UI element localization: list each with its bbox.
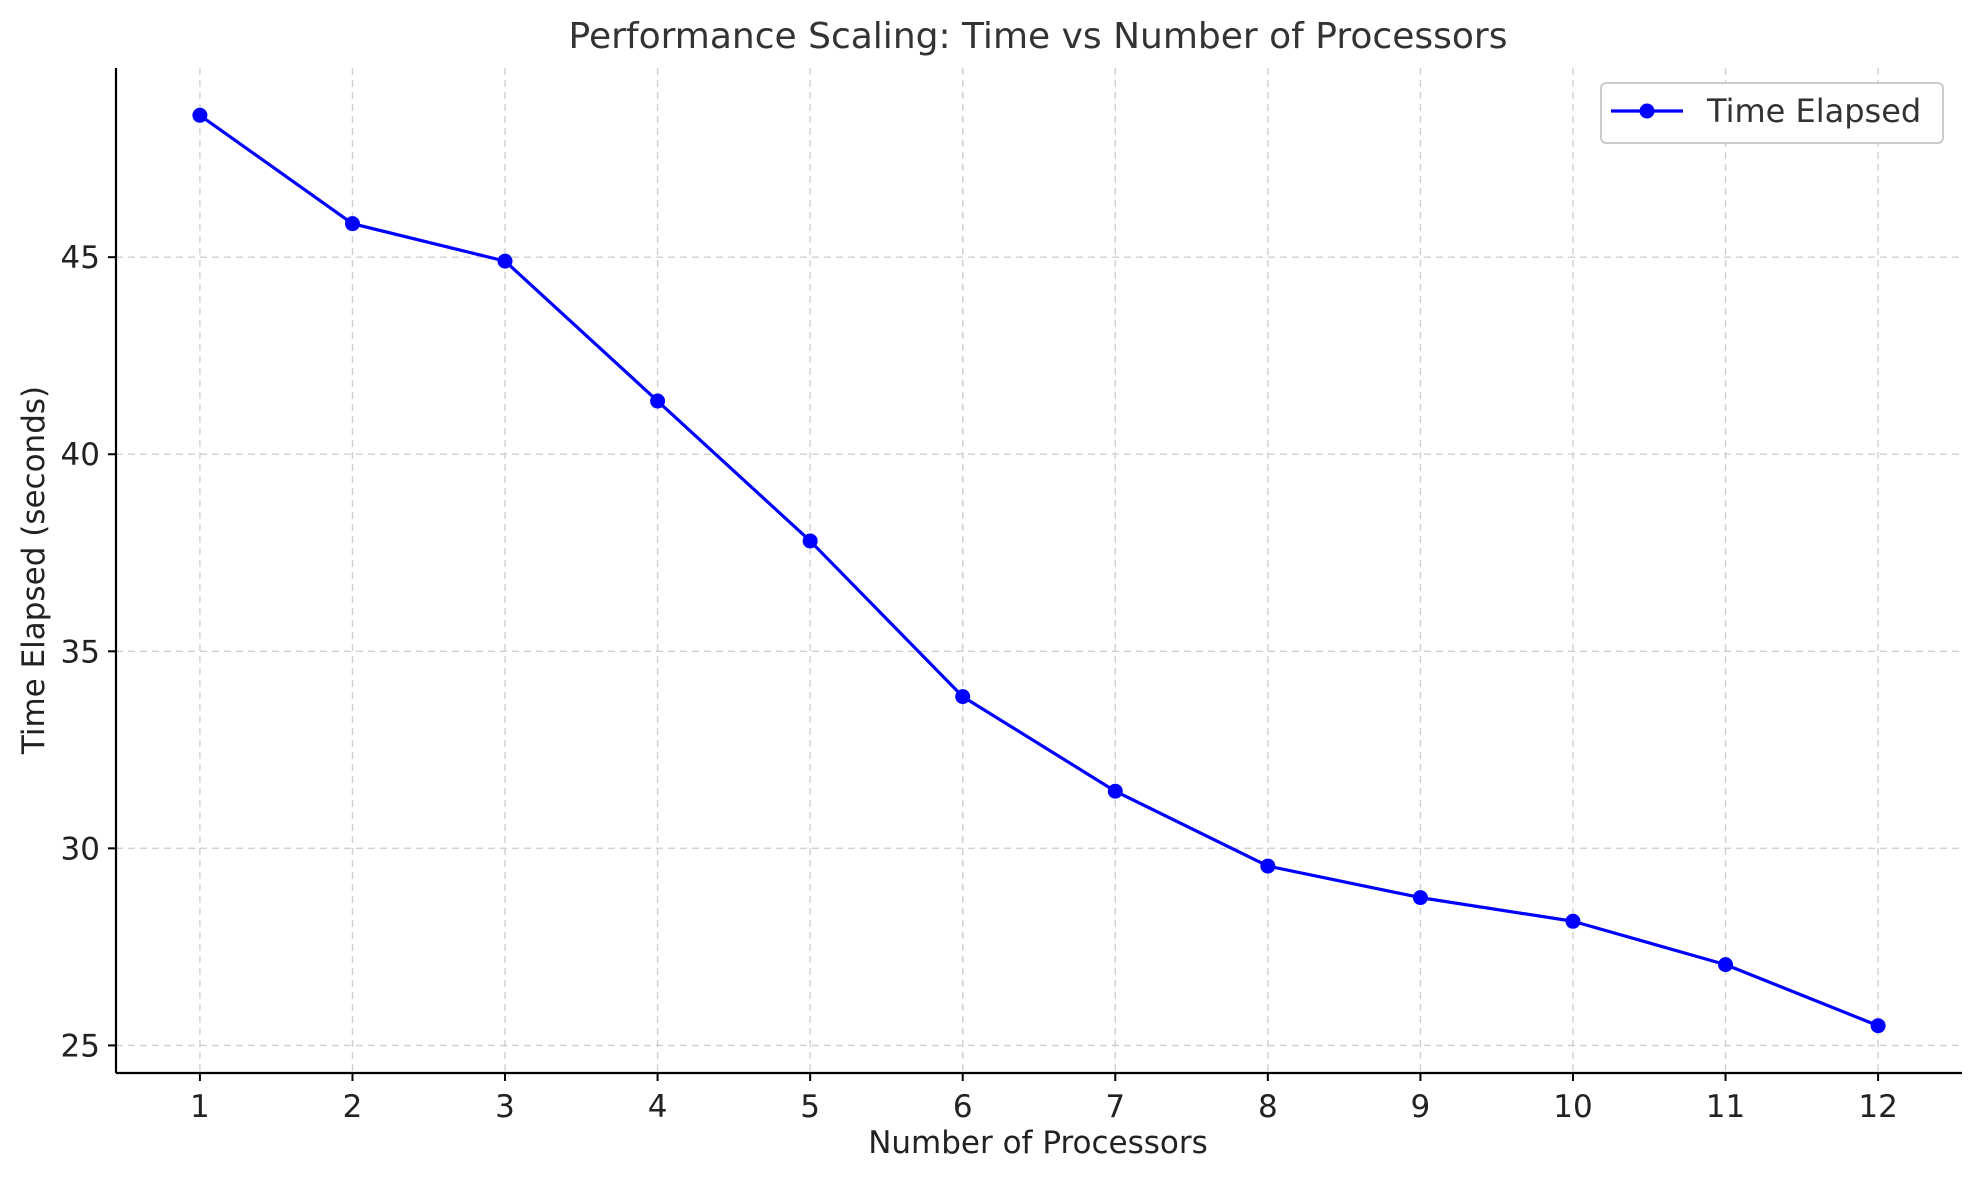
x-tick-label: 6 bbox=[953, 1089, 973, 1125]
data-point bbox=[1718, 957, 1734, 973]
data-point bbox=[344, 216, 360, 232]
x-tick-label: 8 bbox=[1258, 1089, 1278, 1125]
series bbox=[192, 107, 1886, 1034]
x-tick-label: 2 bbox=[343, 1089, 363, 1125]
data-point bbox=[1107, 783, 1123, 799]
x-tick-label: 9 bbox=[1411, 1089, 1431, 1125]
y-tick-label: 25 bbox=[61, 1028, 100, 1064]
legend-marker bbox=[1639, 103, 1655, 119]
x-tick-label: 1 bbox=[190, 1089, 210, 1125]
data-point bbox=[192, 107, 208, 123]
x-tick-label: 12 bbox=[1858, 1089, 1897, 1125]
data-point bbox=[1412, 890, 1428, 906]
x-tick-label: 3 bbox=[495, 1089, 515, 1125]
y-tick-label: 30 bbox=[61, 831, 100, 867]
x-tick-label: 11 bbox=[1706, 1089, 1745, 1125]
y-axis-label: Time Elapsed (seconds) bbox=[16, 386, 52, 755]
x-tick-label: 7 bbox=[1105, 1089, 1125, 1125]
data-point bbox=[650, 393, 666, 409]
data-point bbox=[1565, 913, 1581, 929]
y-tick-label: 35 bbox=[61, 634, 100, 670]
axes bbox=[114, 68, 1962, 1075]
legend-label: Time Elapsed bbox=[1706, 92, 1921, 130]
x-tick-label: 10 bbox=[1553, 1089, 1592, 1125]
y-tick-label: 45 bbox=[61, 240, 100, 276]
data-point bbox=[1260, 858, 1276, 874]
series-line bbox=[198, 113, 1879, 1028]
x-tick-label: 5 bbox=[800, 1089, 820, 1125]
grid bbox=[116, 68, 1962, 1073]
data-point bbox=[955, 689, 971, 705]
x-tick-label: 4 bbox=[648, 1089, 668, 1125]
data-point bbox=[802, 533, 818, 549]
x-axis-label: Number of Processors bbox=[868, 1125, 1208, 1161]
chart-title: Performance Scaling: Time vs Number of P… bbox=[569, 16, 1508, 57]
legend-box bbox=[1600, 82, 1944, 144]
y-tick-label: 40 bbox=[61, 437, 100, 473]
data-point bbox=[1870, 1018, 1886, 1034]
legend: Time Elapsed bbox=[1600, 82, 1944, 144]
data-point bbox=[497, 253, 513, 269]
